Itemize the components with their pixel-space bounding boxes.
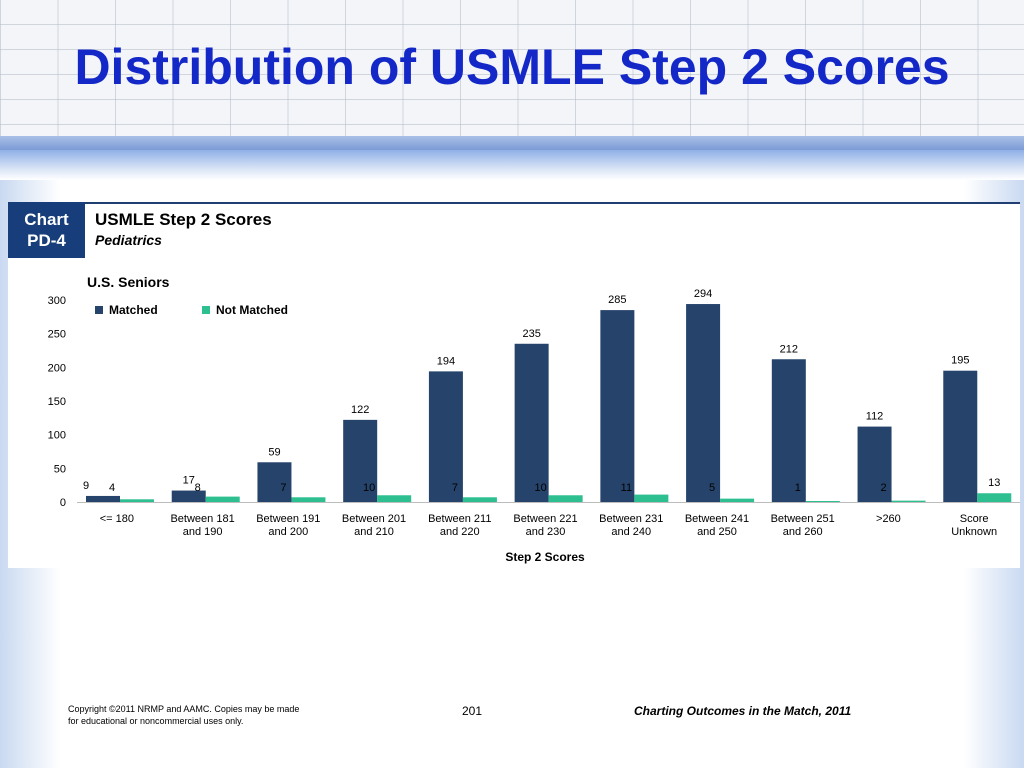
- bar-not-matched: [291, 497, 326, 502]
- bar-not-matched: [462, 497, 497, 502]
- bar-matched: [600, 310, 635, 502]
- y-tick-label: 150: [48, 396, 66, 408]
- bar-not-matched: [205, 496, 240, 502]
- bar-matched: [257, 462, 292, 502]
- x-tick-label: and 210: [354, 526, 394, 538]
- x-tick-label: <= 180: [100, 513, 134, 525]
- y-tick-label: 250: [48, 329, 66, 341]
- data-label-matched: 9: [83, 480, 89, 492]
- data-label-not-matched: 4: [109, 482, 115, 494]
- title-background: [0, 0, 1024, 136]
- y-tick-label: 100: [48, 430, 66, 442]
- legend-swatch-matched: [95, 306, 103, 314]
- x-tick-label: Unknown: [951, 526, 997, 538]
- x-tick-label: and 240: [611, 526, 651, 538]
- x-tick-label: and 250: [697, 526, 737, 538]
- bar-matched: [428, 371, 463, 502]
- data-label-not-matched: 7: [452, 482, 458, 494]
- bar-matched: [171, 490, 206, 502]
- data-label-matched: 195: [951, 355, 969, 367]
- data-label-not-matched: 13: [988, 477, 1000, 489]
- chart-title: USMLE Step 2 Scores: [95, 210, 272, 229]
- bar-matched: [514, 343, 549, 502]
- x-tick-label: Between 181: [170, 513, 234, 525]
- x-tick-label: Between 191: [256, 513, 320, 525]
- x-tick-label: Between 251: [771, 513, 835, 525]
- x-tick-label: Between 241: [685, 513, 749, 525]
- x-tick-label: Between 221: [513, 513, 577, 525]
- bar-matched: [857, 426, 892, 502]
- bar-matched: [943, 370, 978, 502]
- data-label-not-matched: 11: [621, 482, 632, 494]
- footer-copyright: Copyright ©2011 NRMP and AAMC. Copies ma…: [68, 703, 358, 727]
- legend-label-not-matched: Not Matched: [216, 303, 288, 317]
- x-tick-label: Score: [960, 513, 989, 525]
- chart-header-rule: [85, 202, 1020, 204]
- x-tick-label: and 220: [440, 526, 480, 538]
- x-tick-label: and 200: [268, 526, 308, 538]
- y-tick-label: 300: [48, 295, 66, 307]
- chart-series-subtitle: U.S. Seniors: [87, 274, 170, 290]
- data-label-not-matched: 7: [280, 482, 286, 494]
- bar-matched: [86, 495, 120, 502]
- data-label-not-matched: 8: [195, 482, 201, 494]
- bar-not-matched: [634, 494, 669, 502]
- data-label-matched: 17: [183, 475, 195, 487]
- y-tick-label: 200: [48, 362, 66, 374]
- x-tick-label: and 190: [183, 526, 223, 538]
- header-band: [0, 136, 1024, 150]
- x-tick-label: Between 201: [342, 513, 406, 525]
- footer-copyright-line1: Copyright ©2011 NRMP and AAMC. Copies ma…: [68, 704, 300, 714]
- y-tick-label: 50: [54, 463, 66, 475]
- data-label-matched: 235: [522, 328, 540, 340]
- data-label-matched: 59: [268, 446, 280, 458]
- x-tick-label: and 260: [783, 526, 823, 538]
- x-axis-title: Step 2 Scores: [505, 550, 585, 564]
- footer-page-number: 201: [462, 704, 483, 718]
- x-tick-label: >260: [876, 513, 901, 525]
- bar-not-matched: [891, 500, 926, 502]
- bar-not-matched: [377, 495, 412, 502]
- bar-matched: [771, 359, 806, 502]
- data-label-matched: 194: [437, 355, 455, 367]
- footer-copyright-line2: for educational or noncommercial uses on…: [68, 716, 244, 726]
- chart-badge-line2: PD-4: [27, 231, 66, 250]
- chart-badge: Chart PD-4: [8, 202, 85, 258]
- header-band-fade: [0, 150, 1024, 180]
- chart-panel: [8, 202, 1020, 568]
- bar-matched: [686, 304, 721, 502]
- legend-swatch-not-matched: [202, 306, 210, 314]
- legend-label-matched: Matched: [109, 303, 158, 317]
- data-label-matched: 212: [780, 343, 798, 355]
- data-label-matched: 294: [694, 288, 712, 300]
- data-label-not-matched: 5: [709, 482, 715, 494]
- bar-matched: [343, 419, 378, 502]
- x-tick-label: Between 231: [599, 513, 663, 525]
- chart-badge-line1: Chart: [24, 210, 69, 229]
- chart-heading: USMLE Step 2 Scores Pediatrics: [95, 210, 272, 248]
- footer-source: Charting Outcomes in the Match, 2011: [634, 704, 852, 718]
- x-tick-label: and 230: [526, 526, 566, 538]
- data-label-matched: 285: [608, 294, 626, 306]
- bar-not-matched: [120, 499, 154, 502]
- bar-not-matched: [720, 498, 755, 502]
- x-tick-label: Between 211: [428, 513, 491, 525]
- slide-title: Distribution of USMLE Step 2 Scores: [74, 39, 950, 95]
- bar-not-matched: [977, 493, 1012, 502]
- data-label-matched: 112: [866, 411, 884, 423]
- chart-subtitle: Pediatrics: [95, 232, 162, 248]
- bar-not-matched: [548, 495, 583, 502]
- data-label-not-matched: 1: [795, 482, 801, 494]
- data-label-not-matched: 10: [535, 482, 547, 494]
- bar-not-matched: [805, 501, 840, 502]
- y-tick-label: 0: [60, 497, 66, 509]
- data-label-not-matched: 2: [880, 482, 886, 494]
- data-label-matched: 122: [351, 404, 369, 416]
- data-label-not-matched: 10: [363, 482, 375, 494]
